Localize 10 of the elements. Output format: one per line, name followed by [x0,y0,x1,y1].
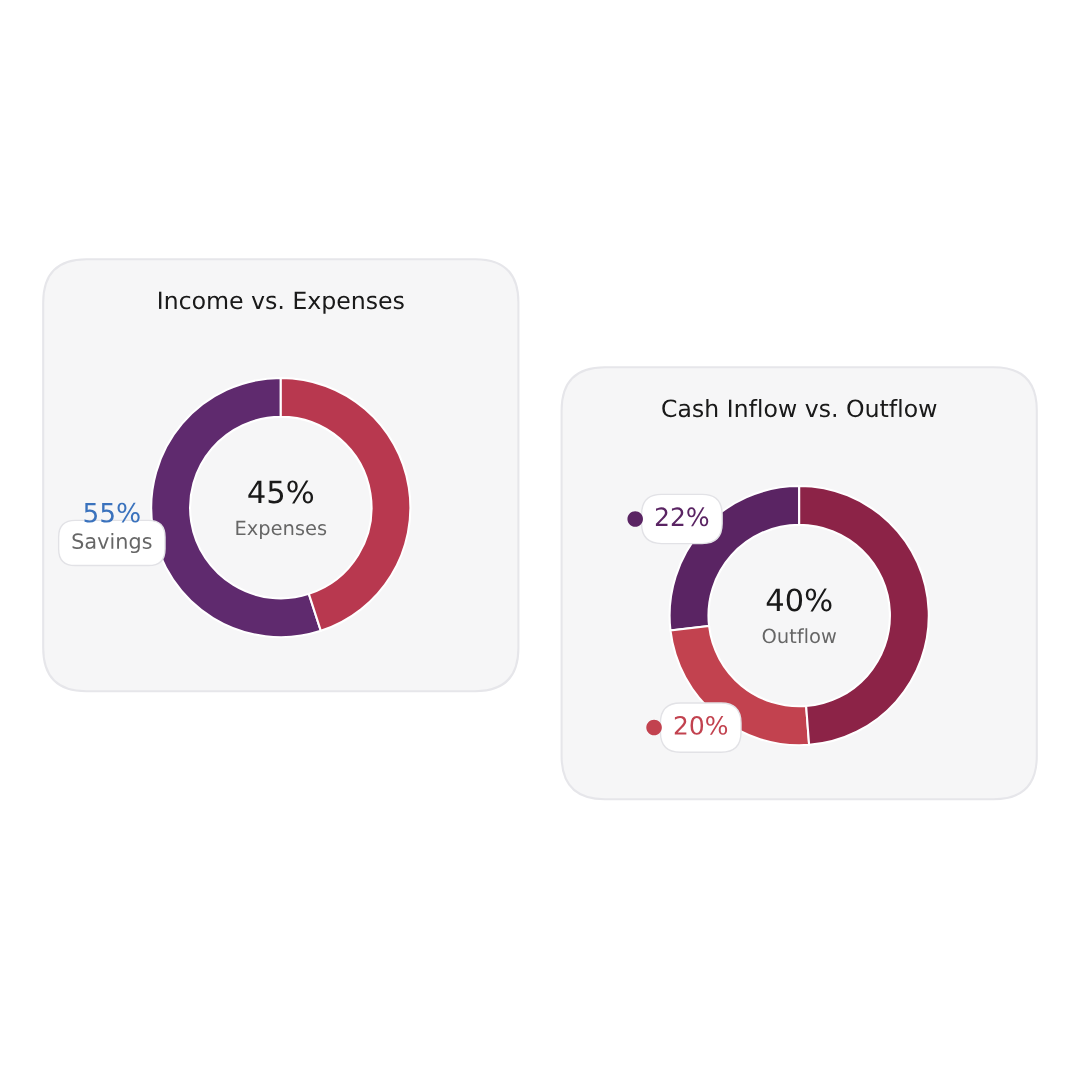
data-label: 20% [674,715,728,735]
slice-label: Savings [72,532,152,554]
chart-title: Income vs. Expenses [159,291,404,314]
data-label: 40% [766,588,832,612]
chart-title: Cash Inflow vs. Outflow [662,398,937,418]
slice-label: Expenses [236,520,327,540]
data-label: 45% [248,480,314,504]
data-label: 22% [655,507,709,527]
slice-label: Outflow [762,628,837,644]
data-label: 55% [84,502,140,523]
